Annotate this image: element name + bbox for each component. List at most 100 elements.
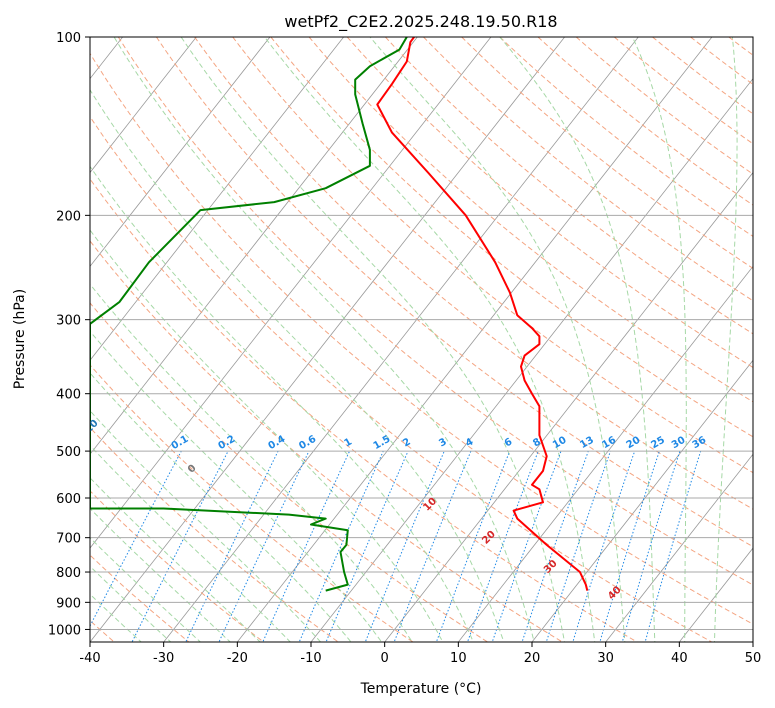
y-tick-label: 900: [56, 596, 81, 611]
moist-adiabat-label: 20: [480, 529, 498, 547]
mixing-ratio-label: 2: [401, 436, 413, 449]
dry-adiabat: [90, 178, 639, 642]
dry-adiabat: [117, 37, 753, 586]
dry-adiabat: [90, 302, 489, 642]
dry-adiabat: [461, 37, 753, 269]
dewpoint-profile: [90, 37, 408, 592]
mixing-ratio-line: [131, 450, 229, 642]
moist-adiabat: [90, 477, 261, 642]
moist-adiabat: [369, 37, 626, 642]
adiabat-labels: 0.10.20.40.611.52346810131620253036-100-…: [0, 377, 709, 602]
isotherm: [0, 10, 70, 654]
dry-adiabat: [690, 37, 753, 85]
mixing-ratio-label: 20: [625, 435, 643, 452]
mixing-ratio-label: 8: [531, 436, 543, 449]
moist-adiabat: [264, 37, 596, 642]
mixing-ratio-label: 10: [551, 435, 569, 452]
dry-adiabat: [90, 115, 713, 642]
dry-adiabat: [90, 490, 265, 642]
isotherm: [384, 171, 753, 642]
mixing-ratio-line: [491, 450, 562, 642]
mixing-ratio-label: 4: [464, 436, 476, 449]
isotherm: [90, 37, 566, 642]
plot-frame: [89, 36, 754, 643]
y-tick-label: 400: [56, 388, 81, 403]
dry-adiabat: [652, 37, 753, 115]
dry-adiabat: [308, 37, 753, 403]
dry-adiabat: [90, 52, 753, 625]
dry-adiabat: [613, 37, 753, 145]
isotherm: [90, 37, 197, 174]
chart-title: wetPf2_C2E2.2025.248.19.50.R18: [284, 12, 557, 32]
dry-adiabat: [90, 364, 414, 642]
isotherm: [90, 37, 271, 268]
dry-adiabat: [155, 37, 753, 548]
y-tick-label: 800: [56, 566, 81, 581]
x-tick-label: 30: [597, 651, 614, 666]
isotherm: [90, 37, 345, 361]
plot-area: 0.10.20.40.611.52346810131620253036-100-…: [0, 10, 775, 654]
y-tick-label: 700: [56, 532, 81, 547]
mixing-ratio-line: [185, 450, 279, 642]
x-tick-label: -30: [153, 651, 174, 666]
mixing-ratio-label: 3: [437, 436, 449, 449]
mixing-ratio-line: [364, 450, 445, 642]
y-axis: 100 200 300 400 500 600 700 800 900 1000: [48, 31, 90, 638]
background-lines: [0, 10, 775, 654]
dry-adiabat: [270, 37, 753, 438]
isotherm: [457, 265, 753, 642]
mixing-ratio-label: 30: [670, 435, 688, 452]
dry-adiabat-label: -20: [0, 377, 7, 398]
x-tick-label: 10: [450, 651, 467, 666]
dry-adiabat: [423, 37, 753, 302]
isotherm: [236, 37, 713, 642]
moist-adiabat: [632, 37, 687, 642]
x-tick-label: -20: [227, 651, 248, 666]
y-tick-label: 1000: [48, 623, 81, 638]
isotherm: [163, 37, 639, 642]
mixing-ratio-line: [466, 450, 539, 642]
x-axis-label: Temperature (°C): [360, 681, 482, 697]
pressure-gridlines: [90, 37, 753, 630]
y-tick-label: 200: [56, 209, 81, 224]
moist-adiabat-label: 40: [606, 584, 624, 602]
mixing-ratio-label: 0.4: [266, 434, 287, 452]
x-axis: -40 -30 -20 -10 0 10 20 30 40 50: [79, 642, 761, 666]
x-tick-label: 50: [745, 651, 762, 666]
isotherm: [752, 641, 753, 642]
sounding-profiles: [90, 37, 589, 592]
dry-adiabat-label: -10: [80, 418, 101, 439]
dry-adiabat: [232, 37, 753, 474]
dry-adiabat: [575, 37, 753, 175]
moist-adiabat: [90, 507, 231, 642]
dry-adiabat: [537, 37, 753, 206]
y-tick-label: 500: [56, 445, 81, 460]
moist-adiabat: [499, 37, 656, 642]
mixing-ratio-label: 1: [343, 436, 355, 449]
x-tick-label: 20: [524, 651, 541, 666]
y-axis-label: Pressure (hPa): [12, 289, 28, 389]
mixing-ratio-label: 6: [503, 436, 515, 449]
dry-adiabat: [194, 37, 753, 510]
moist-adiabat: [90, 330, 383, 642]
mixing-ratio-label: 0.2: [216, 434, 237, 452]
y-tick-label: 300: [56, 314, 81, 329]
isotherm: [531, 359, 753, 642]
mixing-ratio-label: 13: [578, 435, 596, 452]
mixing-ratio-line: [325, 450, 409, 642]
dry-adiabat: [767, 37, 775, 654]
y-tick-label: 100: [56, 31, 81, 46]
x-tick-label: 0: [381, 651, 389, 666]
moist-adiabat: [90, 88, 505, 642]
dry-adiabat: [346, 37, 753, 369]
mixing-ratio-label: 36: [691, 435, 709, 452]
y-tick-label: 600: [56, 492, 81, 507]
moist-adiabat: [90, 283, 413, 642]
mixing-ratio-line: [644, 450, 702, 642]
mixing-ratio-label: 1.5: [372, 434, 393, 452]
temperature-profile: [376, 37, 589, 591]
isotherm: [90, 37, 492, 549]
isotherm: [310, 77, 753, 642]
dry-adiabat: [499, 37, 753, 237]
